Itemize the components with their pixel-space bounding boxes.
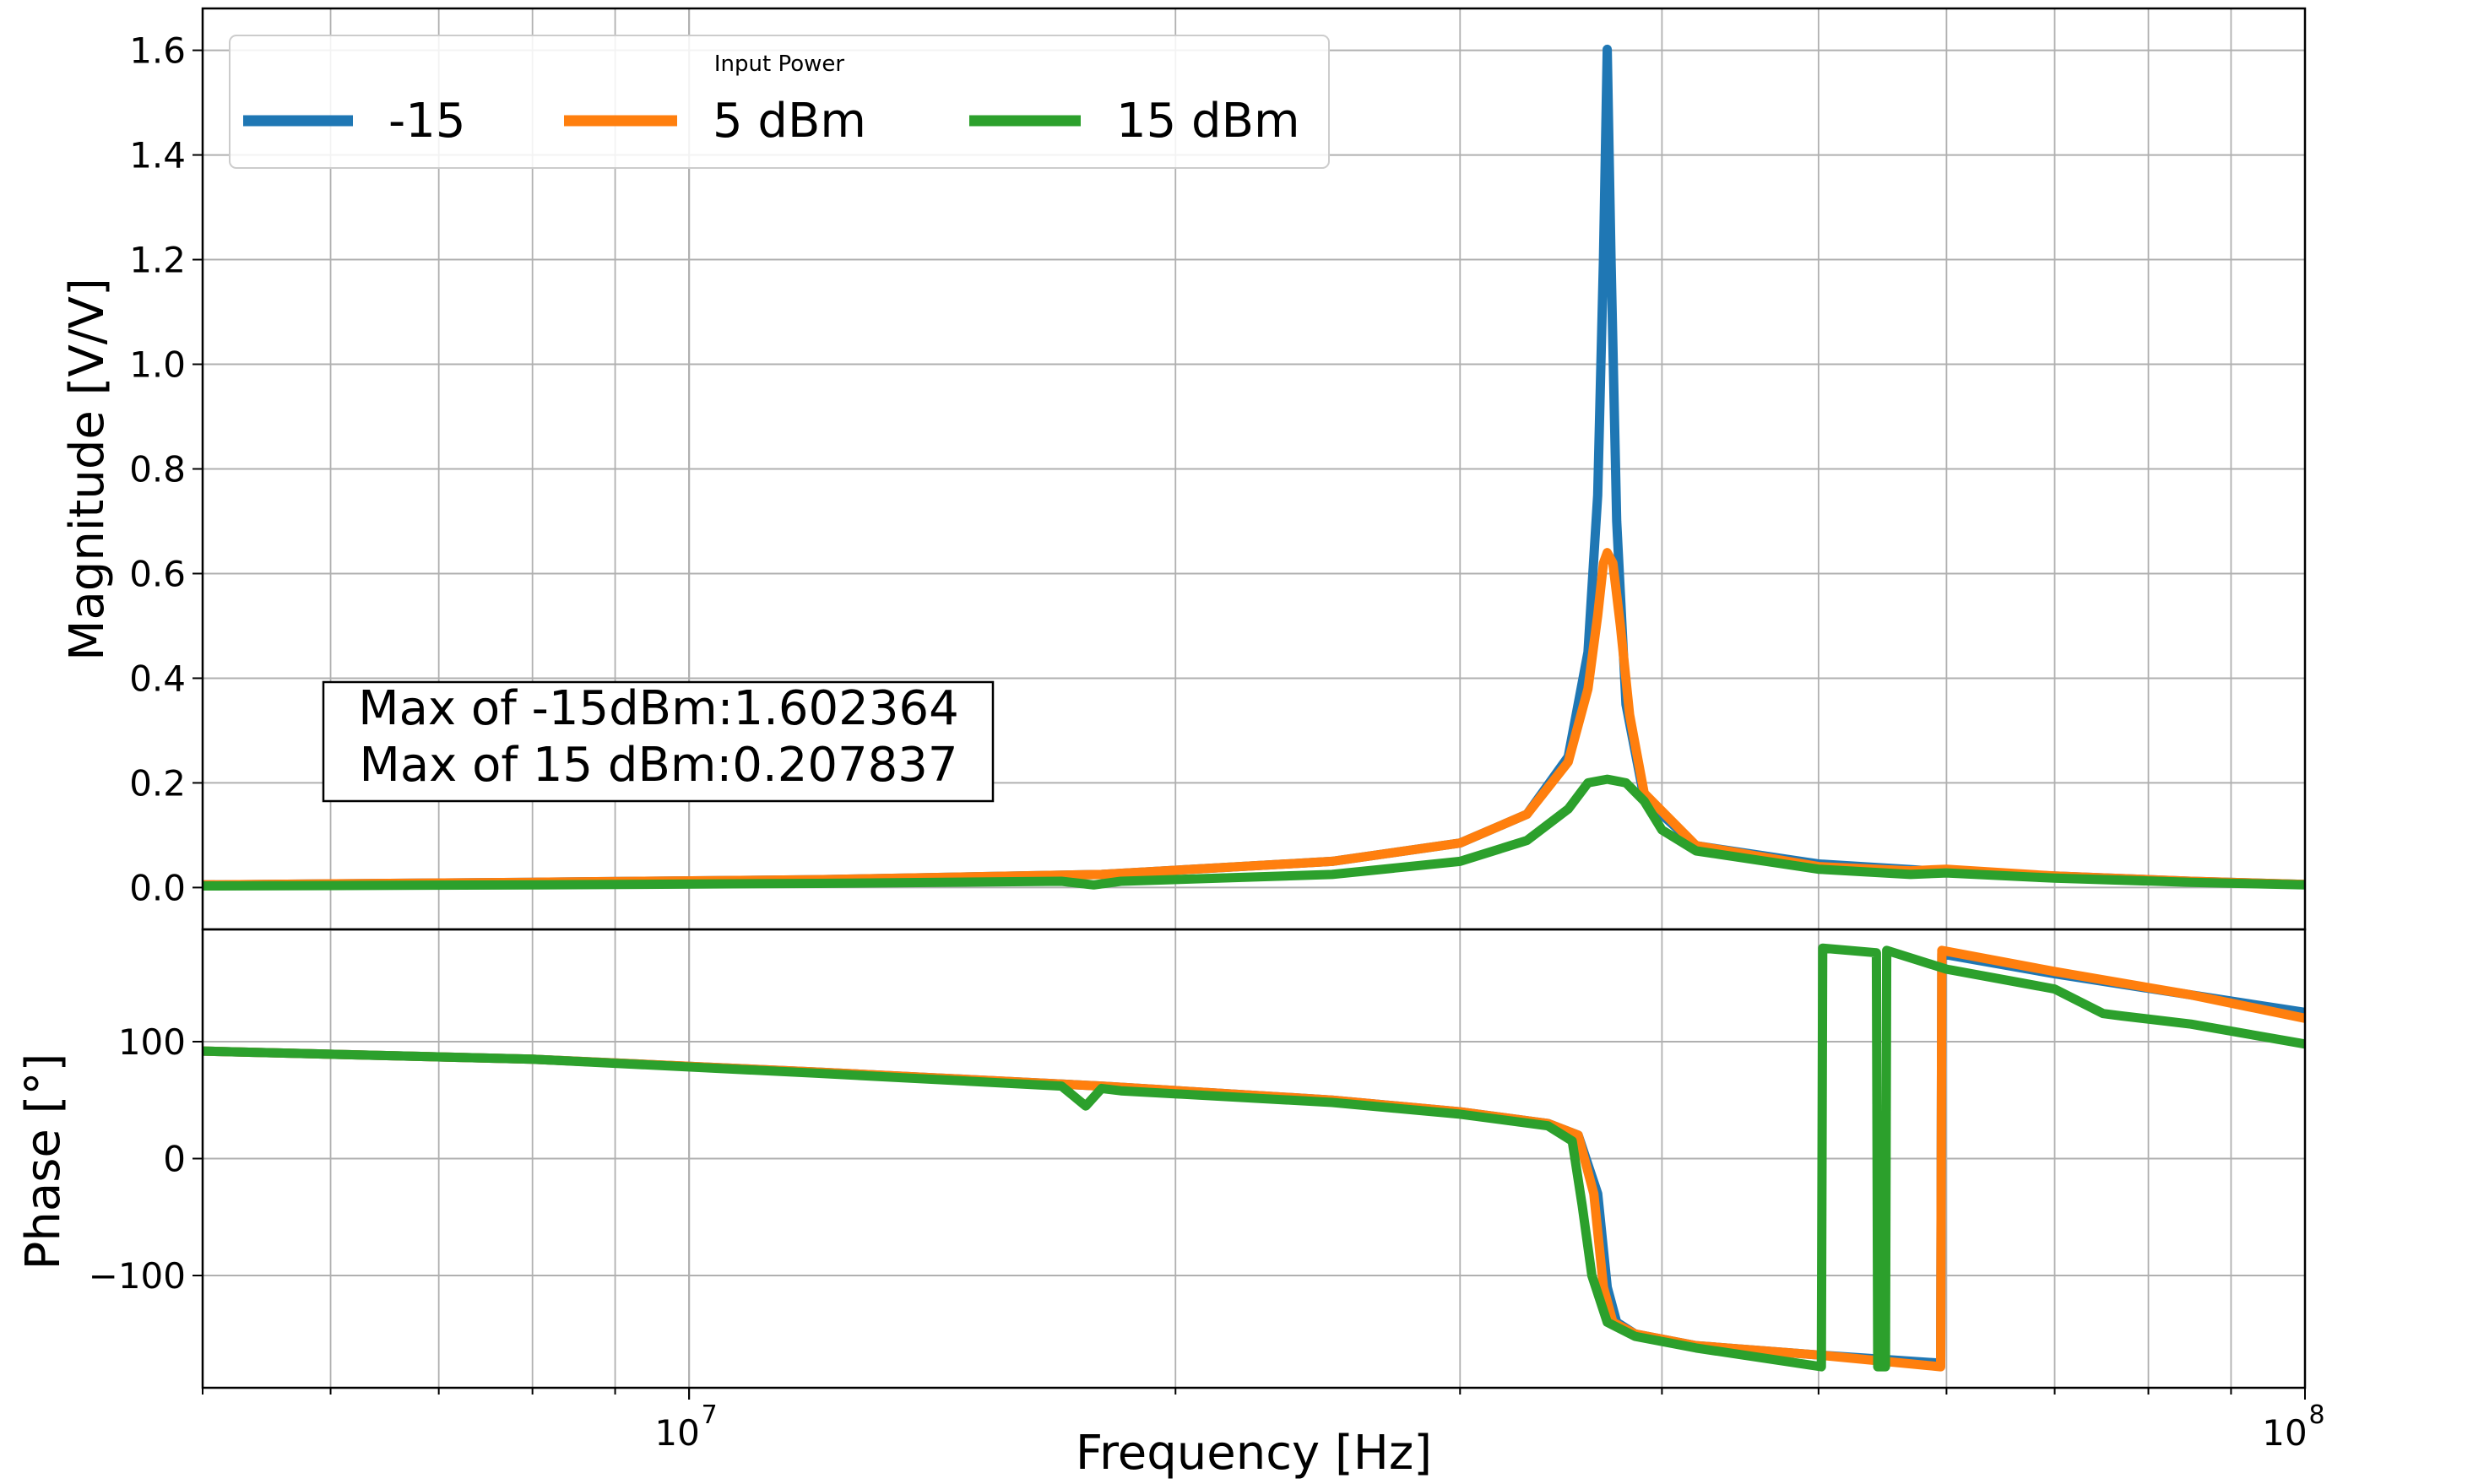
magnitude-y-tick-label: 0.8 (129, 449, 186, 490)
magnitude-y-tick-label: 1.4 (129, 135, 186, 176)
legend-label-series-3: 15 dBm (1116, 94, 1300, 149)
x-tick-label-exponent: 7 (702, 1400, 718, 1430)
x-tick-label-base: 10 (654, 1412, 699, 1454)
legend: Input Power -15 5 dBm 15 dBm (229, 35, 1330, 169)
legend-title: Input Power (714, 51, 845, 77)
phase-grid (202, 929, 2305, 1388)
magnitude-y-ticks: 0.0 0.2 0.4 0.6 0.8 1.0 1.2 1.4 1.6 (129, 30, 203, 908)
magnitude-y-tick-label: 0.0 (129, 867, 186, 908)
phase-series (202, 943, 2307, 1372)
magnitude-series (202, 44, 2306, 891)
magnitude-y-tick-label: 1.2 (129, 240, 186, 281)
magnitude-y-tick-label: 0.6 (129, 553, 186, 594)
phase-y-ticks: 100 0 −100 (89, 1021, 203, 1297)
magnitude-y-tick-label: 0.2 (129, 762, 186, 804)
magnitude-y-tick-label: 1.6 (129, 30, 186, 72)
phase-y-tick-label: 0 (163, 1139, 186, 1180)
annotation-line-1: Max of -15dBm:1.602364 (358, 681, 958, 736)
magnitude-y-axis-label: Magnitude [V/V] (60, 278, 115, 661)
magnitude-y-tick-label: 1.0 (129, 344, 186, 386)
x-axis-label: Frequency [Hz] (1076, 1426, 1432, 1481)
x-tick-label-exponent: 8 (2308, 1400, 2324, 1430)
legend-label-series-1: -15 (388, 94, 465, 149)
phase-y-tick-label: 100 (118, 1021, 186, 1063)
annotation-box (322, 680, 995, 803)
magnitude-panel: 0.0 0.2 0.4 0.6 0.8 1.0 1.2 1.4 1.6 Magnitude [V… (60, 7, 2307, 931)
phase-y-tick-label: −100 (89, 1255, 186, 1297)
annotation-line-2: Max of 15 dBm:0.207837 (360, 738, 958, 793)
magnitude-y-tick-label: 0.4 (129, 658, 186, 699)
max-annotation: Max of -15dBm:1.602364 Max of 15 dBm:0.2… (322, 680, 995, 803)
magnitude-series-line-3 (202, 774, 2306, 891)
legend-box (229, 35, 1330, 169)
legend-label-series-2: 5 dBm (713, 94, 866, 149)
phase-series-line-3 (202, 943, 2306, 1372)
x-tick-label-base: 10 (2262, 1412, 2307, 1454)
phase-y-axis-label: Phase [°] (16, 1053, 71, 1270)
phase-x-ticks: 10 7 10 8 (202, 1388, 2325, 1454)
